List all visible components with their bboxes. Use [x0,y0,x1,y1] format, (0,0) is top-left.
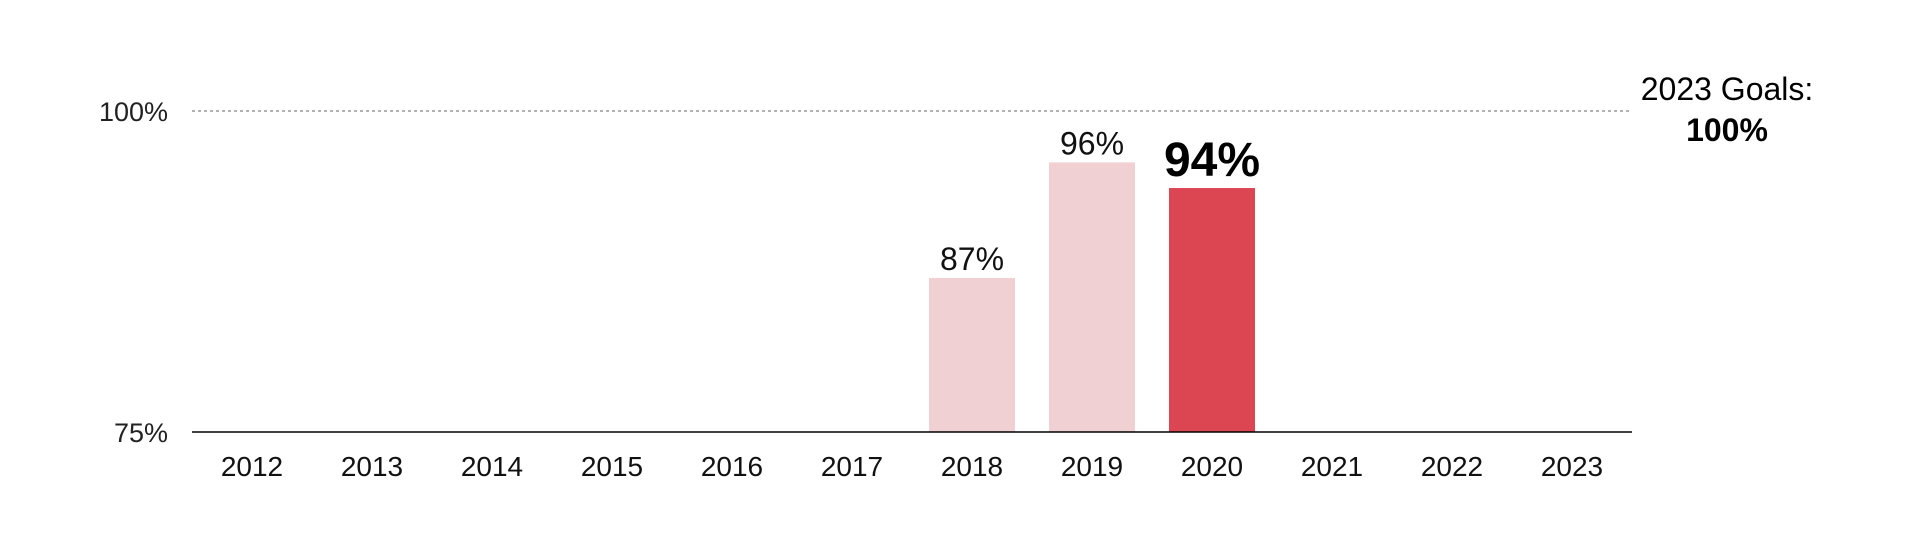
bar-2019 [1049,162,1135,433]
x-tick-label: 2017 [821,451,883,482]
bar-data-labels: 87% 96% 94% [940,125,1260,277]
x-axis-ticks: 2012 2013 2014 2015 2016 2017 2018 2019 2020 2021… [221,451,1603,482]
goal-value: 100% [1686,112,1768,148]
x-tick-label: 2012 [221,451,283,482]
bar-2020 [1169,188,1255,432]
x-tick-label: 2018 [941,451,1003,482]
x-tick-label: 2023 [1541,451,1603,482]
bars [929,162,1255,433]
x-tick-label: 2013 [341,451,403,482]
y-axis-ticks: 75% 100% [99,97,168,448]
x-tick-label: 2019 [1061,451,1123,482]
x-tick-label: 2016 [701,451,763,482]
y-tick-label: 75% [114,418,168,448]
bar-2018 [929,277,1015,432]
x-tick-label: 2014 [461,451,523,482]
data-label-2019: 96% [1060,125,1124,161]
goal-label: 2023 Goals: [1641,71,1814,107]
data-label-2020: 94% [1164,134,1260,187]
x-tick-label: 2022 [1421,451,1483,482]
x-tick-label: 2020 [1181,451,1243,482]
goal-annotation: 2023 Goals: 100% [1641,71,1814,148]
x-tick-label: 2015 [581,451,643,482]
data-label-2018: 87% [940,241,1004,277]
x-tick-label: 2021 [1301,451,1363,482]
y-tick-label: 100% [99,97,168,127]
